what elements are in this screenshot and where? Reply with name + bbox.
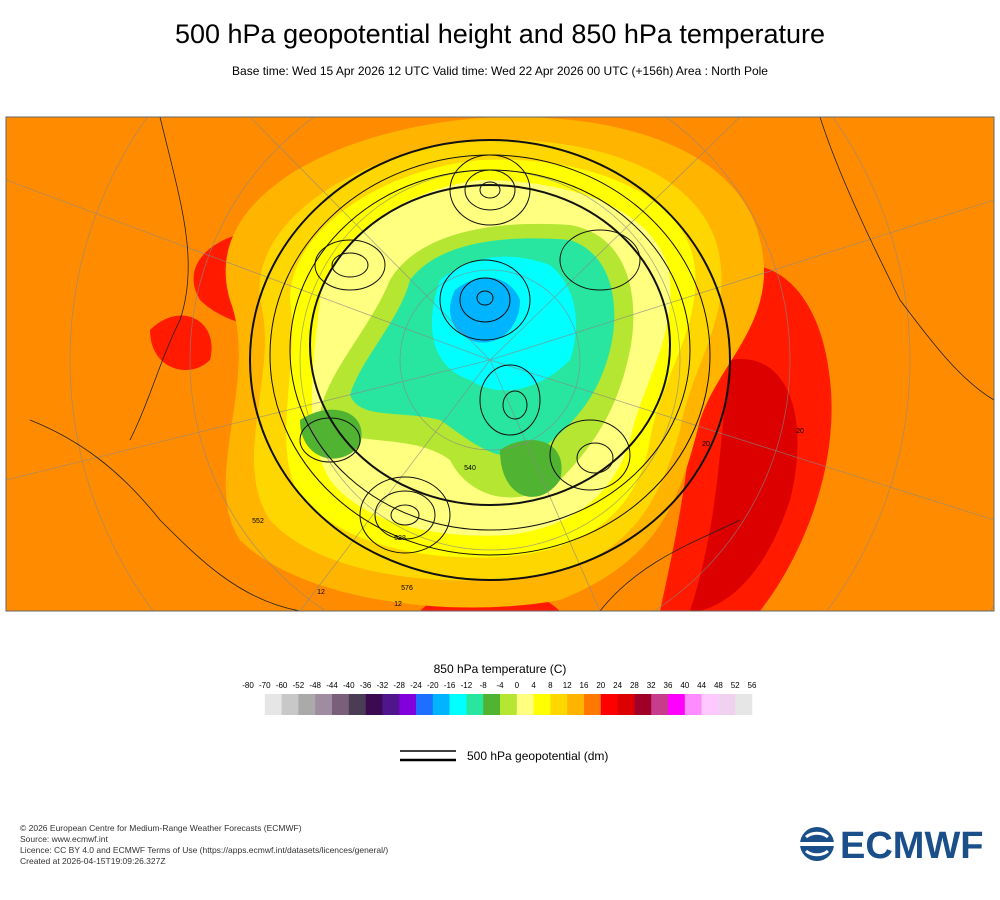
colorbar-tick-label: -36 (360, 681, 372, 690)
colorbar-tick-label: 28 (630, 681, 639, 690)
colorbar: -80 -70 -60 -52 -48 -44 -40 -36 -32 -28 -24 -20 -16-… (242, 681, 757, 715)
colorbar-box (600, 694, 618, 715)
colorbar-box (617, 694, 635, 715)
colorbar-box (533, 694, 551, 715)
colorbar-tick-label: -4 (496, 681, 504, 690)
colorbar-tick-label: -80 (242, 681, 254, 690)
colorbar-box (584, 694, 602, 715)
colorbar-box (432, 694, 450, 715)
colorbar-box (348, 694, 366, 715)
map-frame (5, 116, 995, 612)
colorbar-tick-label: 0 (515, 681, 520, 690)
colorbar-box (365, 694, 383, 715)
colorbar-tick-label: -8 (480, 681, 488, 690)
colorbar-tick-label: -44 (326, 681, 338, 690)
colorbar-box (668, 694, 686, 715)
colorbar-tick-label: 48 (714, 681, 723, 690)
colorbar-tick-label: 16 (580, 681, 589, 690)
colorbar-tick-label: 24 (613, 681, 622, 690)
colorbar-tick-label: -48 (309, 681, 321, 690)
colorbar-box (382, 694, 400, 715)
colorbar-box (684, 694, 702, 715)
colorbar-box (298, 694, 316, 715)
contour-legend-label: 500 hPa geopotential (dm) (467, 749, 608, 763)
colorbar-tick-label: -32 (377, 681, 389, 690)
colorbar-tick-label: 44 (697, 681, 706, 690)
colorbar-box (315, 694, 333, 715)
colorbar-box (550, 694, 568, 715)
colorbar-tick-label: -70 (259, 681, 271, 690)
colorbar-tick-label: 56 (748, 681, 757, 690)
colorbar-tick-label: 40 (680, 681, 689, 690)
colorbar-box (466, 694, 484, 715)
contour-label: 20 (702, 441, 710, 448)
colorbar-box (516, 694, 534, 715)
colorbar-box (416, 694, 434, 715)
colorbar-box (634, 694, 652, 715)
colorbar-box (718, 694, 736, 715)
colorbar-box (651, 694, 669, 715)
colorbar-box (449, 694, 467, 715)
colorbar-box (735, 694, 753, 715)
colorbar-box (701, 694, 719, 715)
contour-label: 12 (394, 601, 402, 608)
colorbar-tick-label: -28 (393, 681, 405, 690)
contour-label: 540 (464, 465, 476, 472)
colorbar-tick-label: 8 (548, 681, 553, 690)
colorbar-tick-label: -20 (427, 681, 439, 690)
contour-label: 12 (317, 589, 325, 596)
colorbar-tick-label: -12 (461, 681, 473, 690)
colorbar-tick-label: 4 (531, 681, 536, 690)
colorbar-tick-label: 52 (731, 681, 740, 690)
footer-line: Licence: CC BY 4.0 and ECMWF Terms of Us… (20, 845, 388, 855)
colorbar-box (500, 694, 518, 715)
footer-line: Source: www.ecmwf.int (20, 834, 108, 844)
colorbar-box (483, 694, 501, 715)
contour-label: 20 (796, 428, 804, 435)
colorbar-tick-label: 36 (664, 681, 673, 690)
contour-label: 528 (394, 535, 406, 542)
colorbar-title: 850 hPa temperature (C) (434, 662, 567, 676)
colorbar-box (399, 694, 417, 715)
title: 500 hPa geopotential height and 850 hPa … (175, 19, 825, 49)
footer-line: © 2026 European Centre for Medium-Range … (20, 823, 302, 833)
logo: ECMWF (800, 825, 984, 867)
colorbar-box (332, 694, 350, 715)
colorbar-box (264, 694, 282, 715)
contour-label: 576 (401, 585, 413, 592)
contour-label: 552 (252, 518, 264, 525)
colorbar-tick-label: -60 (276, 681, 288, 690)
colorbar-tick-label: 12 (563, 681, 572, 690)
colorbar-box (281, 694, 299, 715)
footer-line: Created at 2026-04-15T19:09:26.327Z (20, 856, 166, 866)
subtitle: Base time: Wed 15 Apr 2026 12 UTC Valid … (232, 64, 768, 78)
colorbar-tick-label: -40 (343, 681, 355, 690)
colorbar-box (567, 694, 585, 715)
colorbar-tick-label: 20 (596, 681, 605, 690)
colorbar-tick-label: 32 (647, 681, 656, 690)
colorbar-tick-label: -52 (293, 681, 305, 690)
logo-text: ECMWF (840, 825, 984, 867)
colorbar-tick-label: -16 (444, 681, 456, 690)
colorbar-tick-label: -24 (410, 681, 422, 690)
